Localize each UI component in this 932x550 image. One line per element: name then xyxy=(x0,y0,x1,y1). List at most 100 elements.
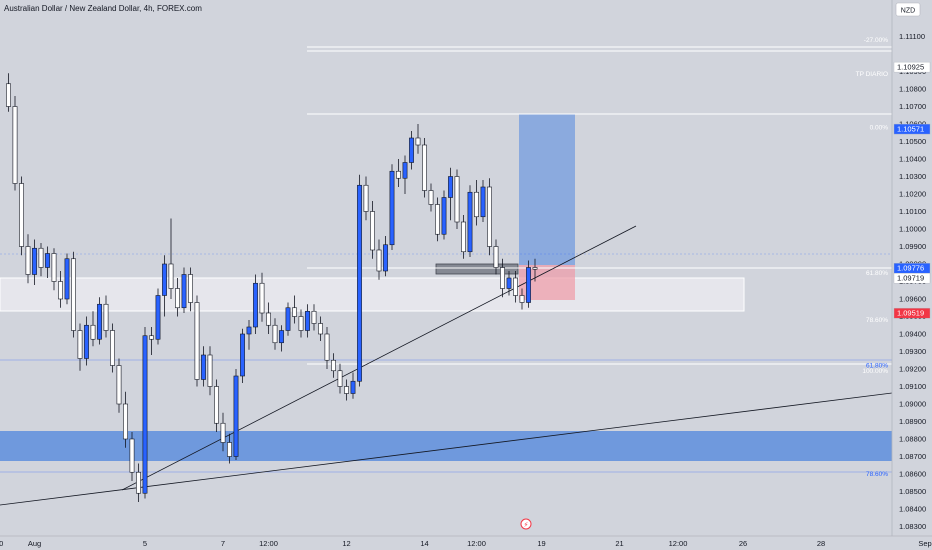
candle[interactable] xyxy=(435,197,440,242)
candle[interactable] xyxy=(266,302,271,335)
candle[interactable] xyxy=(103,295,109,338)
candle[interactable] xyxy=(493,239,499,275)
candle[interactable] xyxy=(506,271,512,296)
candle[interactable] xyxy=(110,323,115,373)
candle[interactable] xyxy=(220,412,226,452)
candle[interactable] xyxy=(461,215,466,259)
currency-badge[interactable]: NZD xyxy=(895,2,921,17)
candle[interactable] xyxy=(259,272,265,322)
candle[interactable] xyxy=(84,316,89,366)
candle[interactable] xyxy=(12,96,18,191)
candle[interactable] xyxy=(64,253,70,305)
candle[interactable] xyxy=(500,258,505,298)
candle[interactable] xyxy=(383,236,388,277)
candle[interactable] xyxy=(272,318,278,350)
tradingview-logo-icon[interactable]: ⚡ xyxy=(520,518,532,530)
candle[interactable] xyxy=(337,363,343,394)
candle[interactable] xyxy=(6,73,11,112)
trendline-long[interactable] xyxy=(0,392,893,506)
candle[interactable] xyxy=(526,260,531,308)
candle[interactable] xyxy=(305,304,310,338)
candle[interactable] xyxy=(474,180,479,226)
candle[interactable] xyxy=(38,243,44,277)
candle[interactable] xyxy=(201,346,206,387)
candle[interactable] xyxy=(441,190,447,240)
candle[interactable] xyxy=(77,323,83,371)
candle[interactable] xyxy=(357,174,362,387)
candle[interactable] xyxy=(279,325,284,352)
candle[interactable] xyxy=(97,297,102,345)
candle[interactable] xyxy=(389,164,395,250)
candle[interactable] xyxy=(253,274,258,335)
candle[interactable] xyxy=(19,176,24,256)
candle[interactable] xyxy=(311,304,317,331)
candle[interactable] xyxy=(149,327,154,355)
candle[interactable] xyxy=(480,180,486,222)
candle[interactable] xyxy=(207,346,213,396)
candle[interactable] xyxy=(519,288,525,310)
candle[interactable] xyxy=(448,167,453,221)
candle[interactable] xyxy=(32,239,37,286)
candle[interactable] xyxy=(155,288,161,345)
candle[interactable] xyxy=(285,302,291,336)
candle-body-down xyxy=(116,365,122,405)
candle[interactable] xyxy=(142,327,148,499)
candle[interactable] xyxy=(214,379,219,433)
candle-body-up xyxy=(84,324,89,359)
candle[interactable] xyxy=(129,432,135,481)
candle[interactable] xyxy=(188,267,193,312)
candle[interactable] xyxy=(90,311,96,347)
candle-body-up xyxy=(97,303,102,340)
candle[interactable] xyxy=(175,278,180,317)
price-level-badge[interactable]: 1.10571 xyxy=(893,123,931,135)
candle[interactable] xyxy=(292,295,297,324)
candle[interactable] xyxy=(422,138,427,198)
candle[interactable] xyxy=(331,353,336,378)
candle[interactable] xyxy=(428,183,434,212)
candle[interactable] xyxy=(487,178,492,256)
candle[interactable] xyxy=(45,246,50,279)
candle[interactable] xyxy=(136,463,141,503)
trendline-rising[interactable] xyxy=(121,225,637,491)
candle[interactable] xyxy=(71,251,76,338)
candle[interactable] xyxy=(58,271,63,308)
position-profit-zone[interactable] xyxy=(519,114,575,265)
candle[interactable] xyxy=(363,176,369,221)
candle[interactable] xyxy=(415,124,421,154)
candle[interactable] xyxy=(240,328,245,383)
candle[interactable] xyxy=(162,255,167,317)
candle[interactable] xyxy=(402,155,408,195)
candle[interactable] xyxy=(246,320,252,350)
candle[interactable] xyxy=(298,309,304,338)
candle[interactable] xyxy=(227,433,232,464)
candle[interactable] xyxy=(467,185,473,257)
candle[interactable] xyxy=(376,239,382,280)
order-block-box[interactable] xyxy=(435,263,519,275)
demand-zone-upper[interactable] xyxy=(0,277,745,312)
candle[interactable] xyxy=(396,159,401,187)
price-level-badge[interactable]: 1.10925 xyxy=(893,61,931,73)
candle[interactable] xyxy=(51,248,57,291)
price-level-badge[interactable]: 1.09719 xyxy=(893,272,931,284)
candle[interactable] xyxy=(454,169,460,230)
candle[interactable] xyxy=(181,267,187,314)
candle[interactable] xyxy=(344,379,349,401)
demand-zone-lower[interactable] xyxy=(0,431,892,461)
candle[interactable] xyxy=(350,372,356,399)
candle[interactable] xyxy=(532,258,538,282)
candle[interactable] xyxy=(123,391,128,448)
candle[interactable] xyxy=(324,327,330,369)
candle[interactable] xyxy=(370,201,375,259)
candle[interactable] xyxy=(233,369,239,460)
price-tick-label: 1.09200 xyxy=(899,365,926,374)
price-tick-label: 1.08600 xyxy=(899,470,926,479)
candle[interactable] xyxy=(513,271,518,303)
candle[interactable] xyxy=(116,358,122,413)
candle[interactable] xyxy=(25,234,31,284)
candle[interactable] xyxy=(168,218,174,300)
candle[interactable] xyxy=(409,131,414,170)
candle[interactable] xyxy=(318,316,323,342)
candle[interactable] xyxy=(194,295,200,387)
price-level-badge[interactable]: 1.09519 xyxy=(893,307,931,319)
